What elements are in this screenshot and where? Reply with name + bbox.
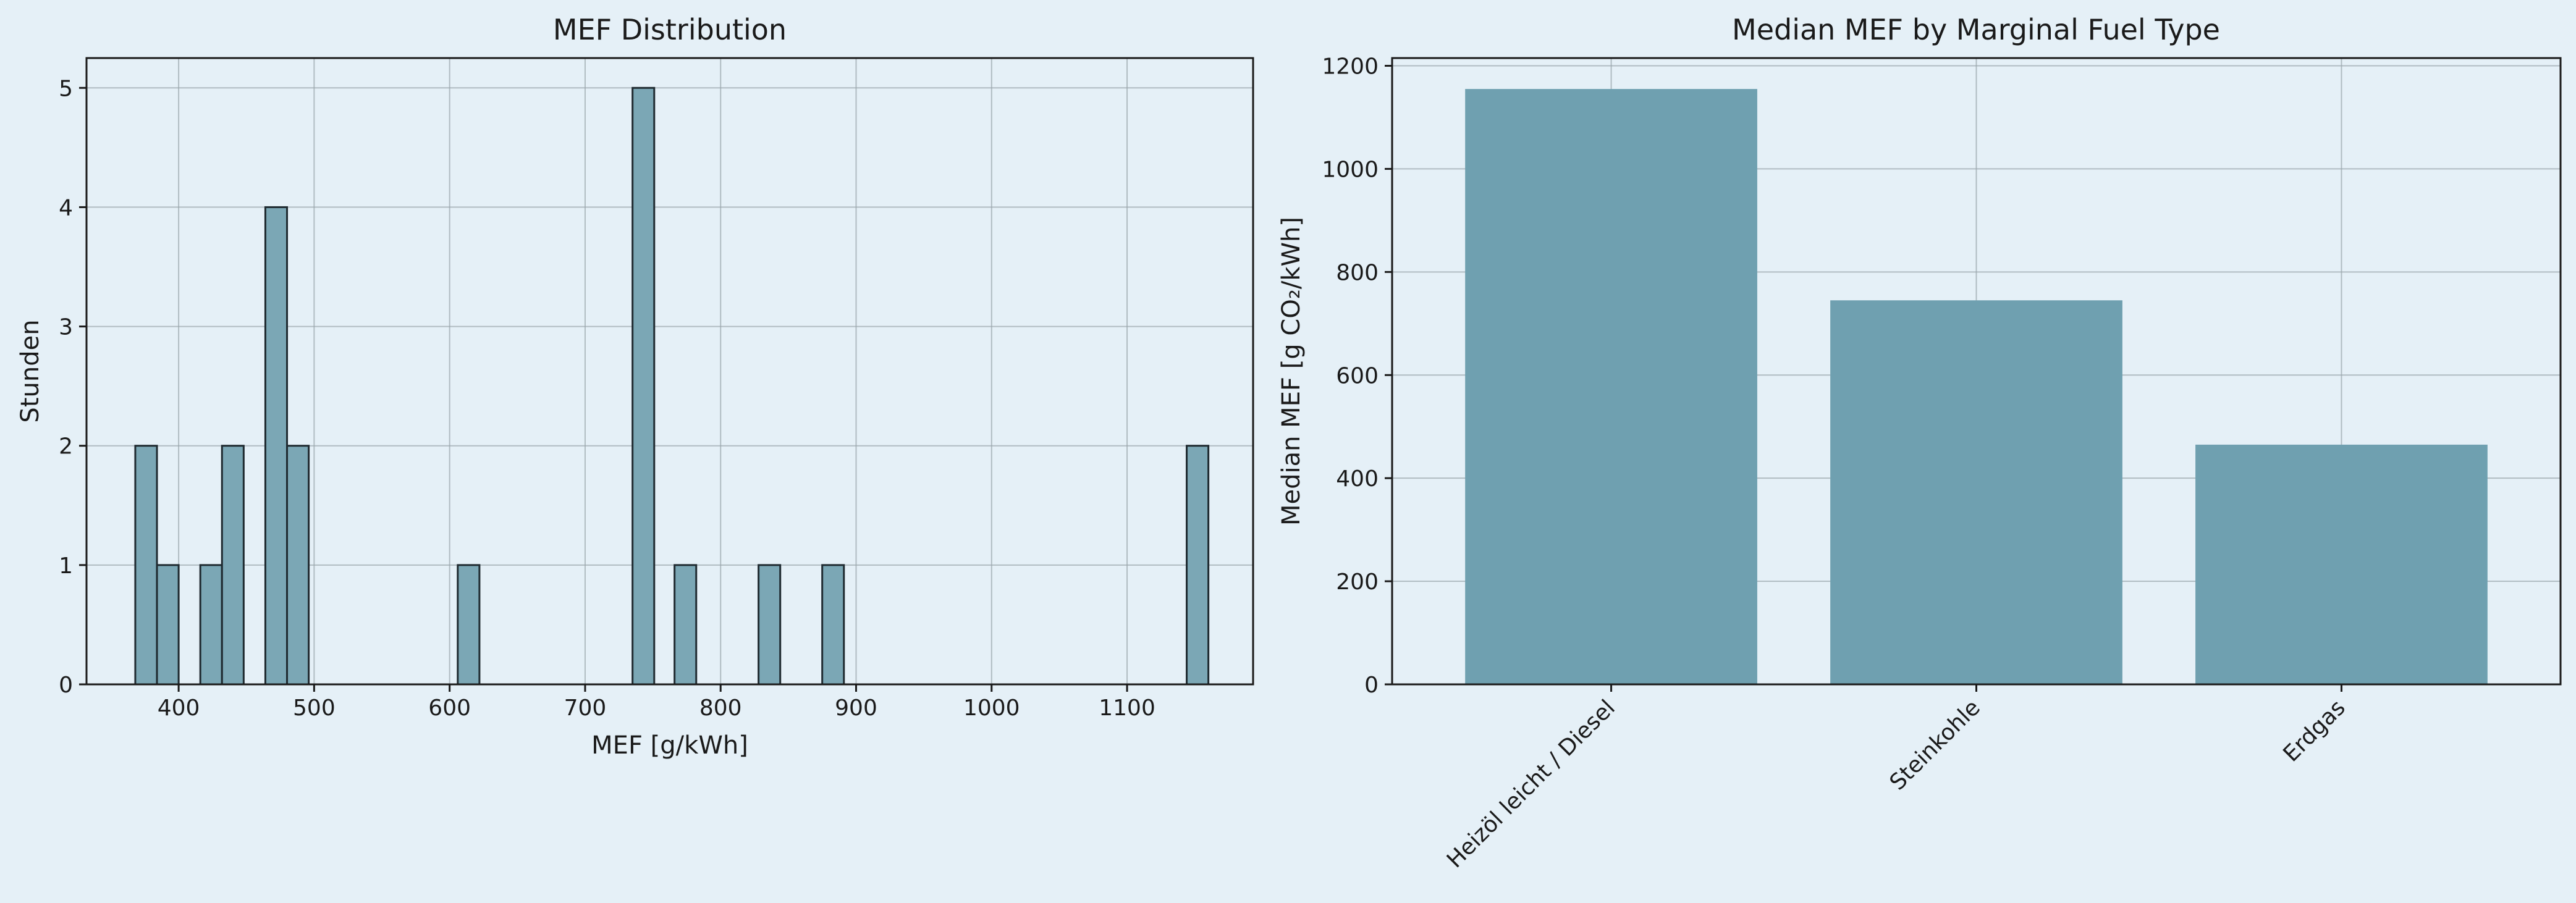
hist-y-tick-label: 5 [59,76,73,101]
hist-x-tick-label: 600 [428,695,471,721]
bar-chart-title: Median MEF by Marginal Fuel Type [1732,13,2220,46]
bar-chart-x-ticks: Heizöl leicht / Diesel Steinkohle Erdgas [1442,684,2350,873]
bar-chart-y-axis-label: Median MEF [g CO₂/kWh] [1277,217,1306,526]
bar-y-tick-label: 400 [1336,466,1379,492]
histogram-y-axis-label: Stunden [16,319,44,422]
histogram-bin [134,445,158,686]
hist-x-tick-label: 800 [699,695,742,721]
bar-y-tick-label: 0 [1364,673,1379,698]
histogram-plot-frame [85,57,1254,686]
hist-y-tick-label: 3 [59,315,73,340]
histogram-bin [457,564,481,686]
histogram-bin [631,86,656,686]
bar-y-tick-label: 1200 [1322,54,1379,80]
hist-x-tick-label: 400 [158,695,200,721]
hist-y-tick-label: 0 [59,673,73,698]
hist-y-tick-label: 1 [59,553,73,579]
histogram-x-ticks: 400 500 600 700 800 900 1000 1100 [158,684,1155,721]
hist-x-tick-label: 1100 [1099,695,1155,721]
histogram-chart: MEF Distribution 400 500 600 700 800 900 1000 1… [16,13,1254,760]
hist-x-tick-label: 700 [564,695,607,721]
histogram-bin [156,564,180,686]
histogram-bin [674,564,698,686]
bar-x-tick-label: Steinkohle [1885,695,1985,795]
bar-y-tick-label: 600 [1336,363,1379,388]
bar-x-tick-label: Erdgas [2279,695,2350,766]
hist-y-tick-label: 2 [59,434,73,460]
histogram-bin [286,445,310,686]
histogram-bin [1186,445,1210,686]
histogram-grid [87,58,1253,685]
histogram-bin [221,445,245,686]
median-mef-bar [1830,300,2122,684]
bar-x-tick-label: Heizöl leicht / Diesel [1442,695,1620,873]
histogram-bin [264,206,289,686]
bar-y-tick-label: 800 [1336,260,1379,285]
bar-y-tick-label: 1000 [1322,157,1379,182]
bar-chart-y-ticks: 0 200 400 600 800 1000 1200 [1322,54,1392,698]
median-bar-chart: Median MEF by Marginal Fuel Type Heizöl … [1277,13,2562,873]
bar-y-tick-label: 200 [1336,569,1379,595]
hist-x-tick-label: 500 [293,695,336,721]
histogram-bin [821,564,845,686]
hist-x-tick-label: 900 [835,695,877,721]
hist-x-tick-label: 1000 [963,695,1020,721]
histogram-bin [199,564,223,686]
hist-y-tick-label: 4 [59,195,73,220]
histogram-x-axis-label: MEF [g/kWh] [591,731,748,760]
histogram-y-ticks: 0 1 2 3 4 5 [59,76,87,698]
histogram-title: MEF Distribution [553,13,787,46]
median-mef-bar [2195,444,2488,684]
histogram-bars [134,86,1210,686]
histogram-bin [758,564,782,686]
median-mef-bar [1465,89,1757,684]
bar-chart-bars [1465,89,2488,684]
